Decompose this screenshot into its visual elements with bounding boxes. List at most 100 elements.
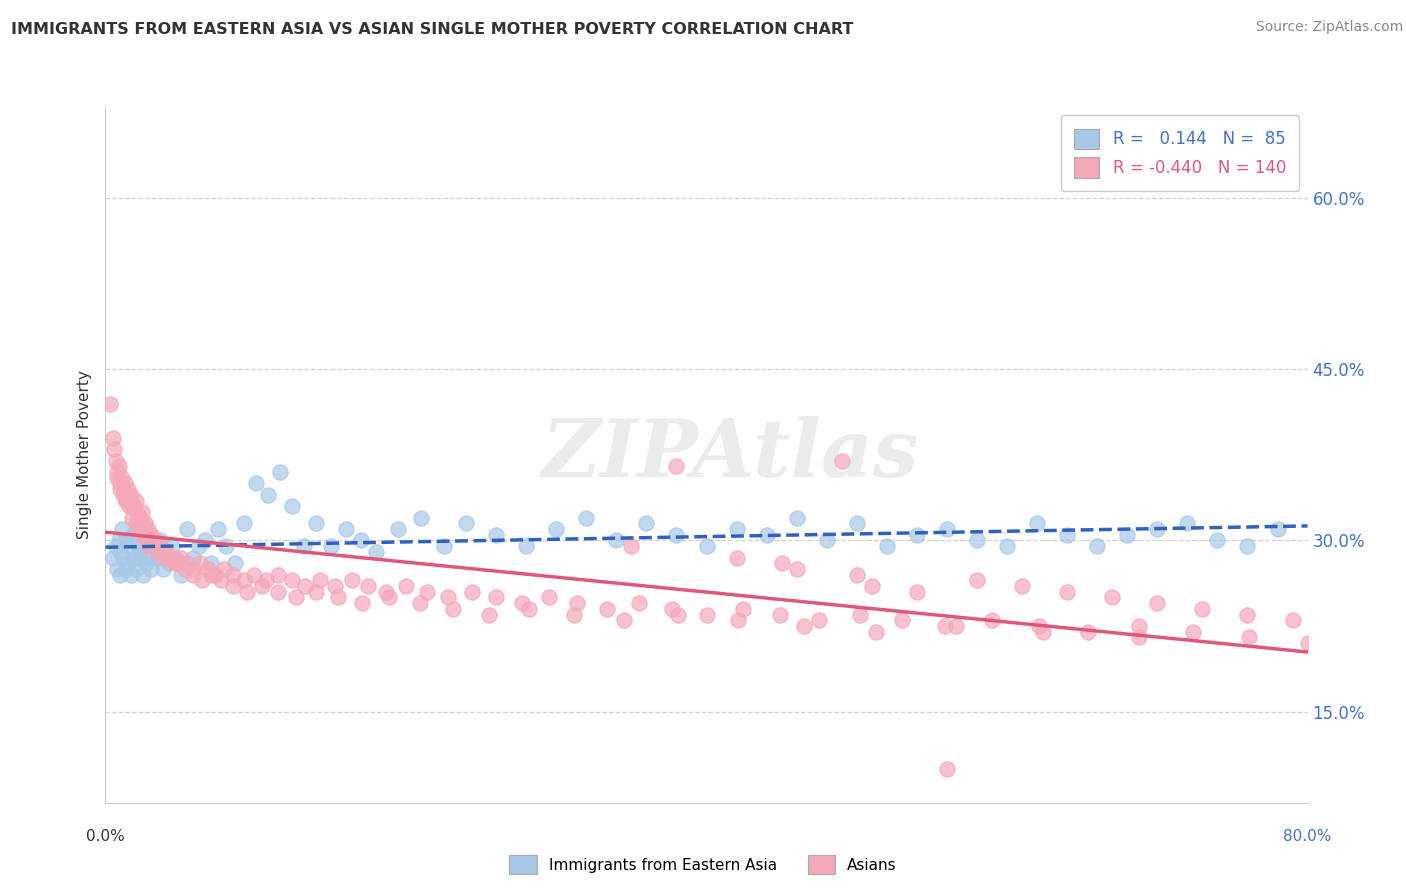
Point: [945, 619, 967, 633]
Point: [936, 762, 959, 776]
Point: [1237, 631, 1260, 645]
Point: [111, 522, 134, 536]
Point: [243, 567, 266, 582]
Point: [309, 574, 332, 588]
Text: ZIPAtlas: ZIPAtlas: [541, 417, 920, 493]
Point: [138, 539, 160, 553]
Point: [120, 567, 142, 582]
Text: Source: ZipAtlas.com: Source: ZipAtlas.com: [1256, 20, 1403, 34]
Point: [725, 522, 748, 536]
Point: [163, 556, 186, 570]
Point: [1032, 624, 1054, 639]
Point: [1191, 602, 1213, 616]
Point: [605, 533, 627, 548]
Point: [122, 550, 145, 565]
Point: [786, 562, 808, 576]
Point: [142, 539, 165, 553]
Point: [132, 567, 155, 582]
Point: [292, 539, 315, 553]
Point: [110, 482, 132, 496]
Point: [995, 539, 1018, 553]
Point: [152, 562, 174, 576]
Point: [966, 574, 988, 588]
Point: [770, 556, 793, 570]
Point: [104, 539, 127, 553]
Point: [115, 533, 138, 548]
Point: [200, 556, 222, 570]
Point: [108, 533, 131, 548]
Point: [111, 471, 134, 485]
Point: [110, 476, 132, 491]
Point: [537, 591, 560, 605]
Point: [1206, 533, 1229, 548]
Point: [267, 567, 290, 582]
Point: [232, 516, 254, 531]
Point: [136, 533, 159, 548]
Point: [727, 613, 749, 627]
Point: [1236, 607, 1258, 622]
Point: [117, 556, 139, 570]
Point: [131, 505, 153, 519]
Point: [1182, 624, 1205, 639]
Point: [936, 522, 959, 536]
Point: [129, 550, 152, 565]
Point: [121, 528, 143, 542]
Y-axis label: Single Mother Poverty: Single Mother Poverty: [76, 370, 91, 540]
Point: [665, 459, 688, 474]
Point: [350, 533, 373, 548]
Point: [1175, 516, 1198, 531]
Point: [613, 613, 636, 627]
Point: [181, 567, 204, 582]
Point: [325, 579, 347, 593]
Point: [478, 607, 501, 622]
Point: [387, 522, 409, 536]
Point: [395, 579, 418, 593]
Point: [143, 533, 166, 548]
Point: [197, 562, 219, 576]
Point: [118, 488, 141, 502]
Point: [860, 579, 883, 593]
Point: [269, 465, 291, 479]
Point: [224, 556, 246, 570]
Point: [214, 539, 236, 553]
Point: [966, 533, 988, 548]
Point: [485, 528, 508, 542]
Point: [285, 591, 308, 605]
Point: [517, 602, 540, 616]
Point: [118, 500, 141, 514]
Point: [696, 539, 718, 553]
Point: [108, 459, 131, 474]
Point: [98, 396, 121, 410]
Point: [163, 550, 186, 565]
Point: [118, 539, 141, 553]
Point: [152, 550, 174, 565]
Point: [139, 528, 162, 542]
Point: [319, 539, 342, 553]
Point: [1085, 539, 1108, 553]
Point: [128, 510, 150, 524]
Point: [148, 533, 170, 548]
Point: [115, 493, 138, 508]
Point: [636, 516, 658, 531]
Point: [139, 562, 162, 576]
Point: [134, 528, 156, 542]
Point: [157, 556, 180, 570]
Point: [441, 602, 464, 616]
Point: [176, 556, 198, 570]
Point: [110, 567, 132, 582]
Point: [831, 453, 853, 467]
Point: [222, 567, 245, 582]
Point: [1056, 528, 1078, 542]
Point: [546, 522, 568, 536]
Point: [510, 596, 533, 610]
Point: [200, 567, 222, 582]
Point: [129, 510, 152, 524]
Point: [661, 602, 683, 616]
Point: [204, 567, 226, 582]
Point: [378, 591, 401, 605]
Point: [409, 510, 432, 524]
Point: [134, 516, 156, 531]
Point: [235, 584, 257, 599]
Point: [305, 516, 328, 531]
Point: [666, 607, 689, 622]
